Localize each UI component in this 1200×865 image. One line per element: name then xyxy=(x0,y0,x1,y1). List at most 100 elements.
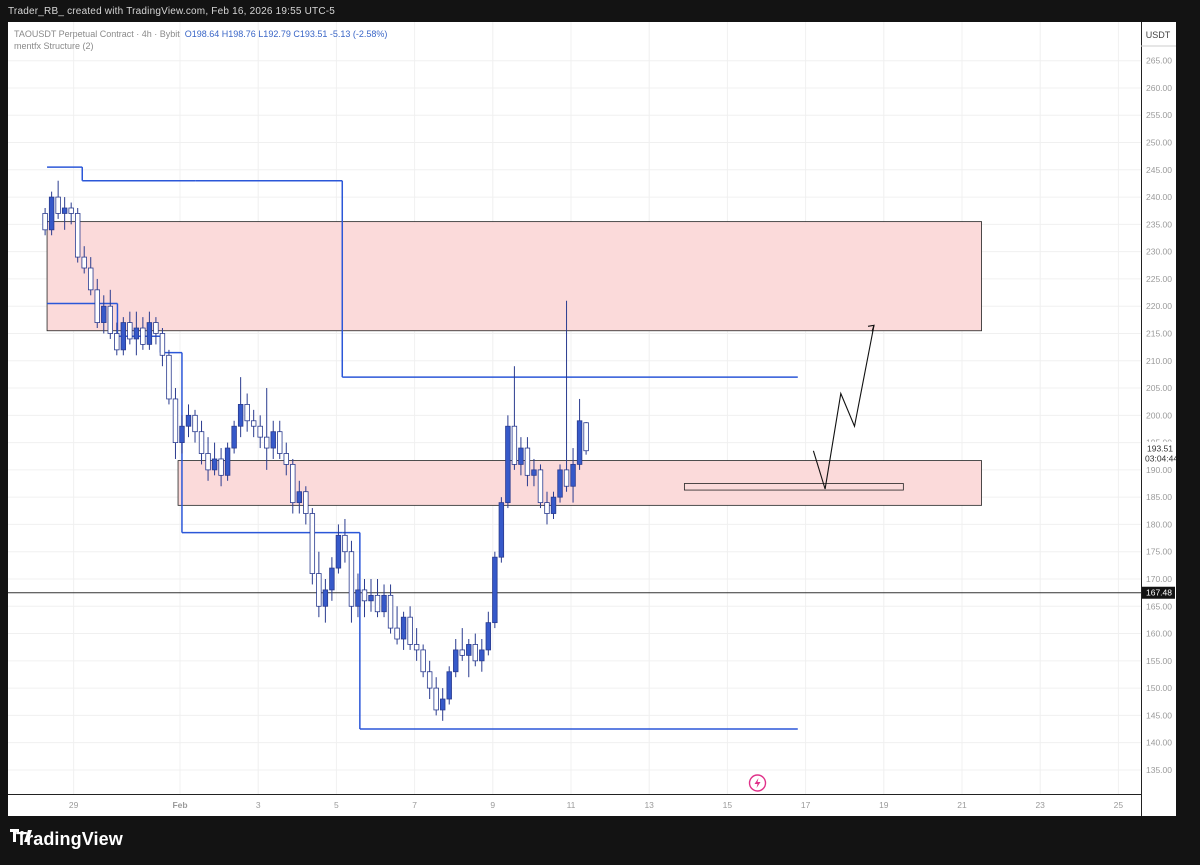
y-tick-label: 205.00 xyxy=(1146,383,1172,393)
y-tick-label: 150.00 xyxy=(1146,683,1172,693)
candle-body xyxy=(192,414,198,433)
candle-body xyxy=(518,447,524,465)
candle-body xyxy=(81,256,87,269)
candle-body xyxy=(505,425,511,504)
candle-body xyxy=(205,453,211,471)
candle-body xyxy=(277,431,283,454)
candle-body xyxy=(355,589,361,607)
candle-body xyxy=(94,289,100,323)
x-tick-label: 7 xyxy=(412,800,417,810)
supply-demand-zone[interactable] xyxy=(683,483,904,491)
candle-body xyxy=(387,594,394,629)
x-tick-label: 11 xyxy=(567,800,576,810)
y-tick-label: 185.00 xyxy=(1146,492,1172,502)
candle-body xyxy=(576,420,583,465)
y-tick-label: 240.00 xyxy=(1146,192,1172,202)
candle-body xyxy=(440,698,446,711)
candle-body xyxy=(133,327,140,340)
tradingview-logo[interactable]: TradingView xyxy=(10,829,123,850)
tradingview-logo-text: TradingView xyxy=(16,829,123,849)
candle-body xyxy=(120,322,127,351)
candle-body xyxy=(88,267,94,291)
candle-body xyxy=(492,556,498,624)
y-tick-label: 180.00 xyxy=(1146,519,1172,529)
candle-body xyxy=(446,671,452,700)
candle-body xyxy=(453,649,459,673)
candle-body xyxy=(570,464,576,487)
candle-body xyxy=(322,589,329,607)
x-tick-label: 17 xyxy=(801,800,811,810)
chart-area[interactable]: USDT 135.00 140.00 145.00 150.00 155.00 160.00… xyxy=(8,22,1176,816)
candle-body xyxy=(101,305,107,323)
x-tick-label: 9 xyxy=(490,800,495,810)
candle-body xyxy=(531,469,537,476)
candle-body xyxy=(61,207,68,214)
projection-path[interactable] xyxy=(812,325,875,490)
y-tick-label: 165.00 xyxy=(1146,601,1172,611)
y-tick-label: 155.00 xyxy=(1146,656,1172,666)
candle-body xyxy=(394,627,400,640)
attribution-text: Trader_RB_ created with TradingView.com,… xyxy=(8,6,336,17)
candle-body xyxy=(433,687,439,711)
candle-body xyxy=(42,213,48,231)
candle-body xyxy=(524,447,531,476)
candle-body xyxy=(172,398,179,443)
candle-body xyxy=(420,649,426,673)
candle-body xyxy=(250,420,257,427)
candle-body xyxy=(68,207,74,214)
candle-body xyxy=(224,447,231,476)
last-price-label: 193.51 xyxy=(1147,444,1173,454)
candle-body xyxy=(511,425,518,465)
candle-body xyxy=(563,469,570,487)
countdown-label: 03:04:44 xyxy=(1145,454,1176,464)
candle-body xyxy=(198,431,205,454)
candle-body xyxy=(544,502,550,514)
candle-body xyxy=(583,422,589,452)
y-tick-label: 235.00 xyxy=(1146,219,1172,229)
y-tick-label: 140.00 xyxy=(1146,738,1172,748)
candle-body xyxy=(381,594,387,613)
y-tick-label: 215.00 xyxy=(1146,328,1172,338)
candle-body xyxy=(348,551,355,607)
candle-body xyxy=(185,414,192,427)
candle-body xyxy=(498,502,505,558)
lightning-bolt-icon xyxy=(754,778,761,788)
y-tick-label: 245.00 xyxy=(1146,165,1172,175)
candle-body xyxy=(179,425,185,443)
chart-background xyxy=(8,22,1176,816)
candle-body xyxy=(407,616,413,645)
candle-body xyxy=(264,436,270,449)
supply-demand-zone[interactable] xyxy=(46,221,982,332)
y-tick-label: 160.00 xyxy=(1146,629,1172,639)
candle-body xyxy=(361,589,368,602)
price-chart[interactable]: USDT 135.00 140.00 145.00 150.00 155.00 160.00… xyxy=(8,22,1176,816)
candle-body xyxy=(342,534,348,553)
level-price-box xyxy=(1142,586,1175,599)
candle-body xyxy=(114,333,120,351)
y-tick-label: 265.00 xyxy=(1146,56,1172,66)
candle-body xyxy=(368,594,374,602)
candle-body xyxy=(466,644,472,656)
y-tick-label: 255.00 xyxy=(1146,110,1172,120)
candle-body xyxy=(296,491,303,504)
currency-label[interactable]: USDT xyxy=(1146,30,1171,40)
projection-arrow-head xyxy=(867,324,875,332)
candle-body xyxy=(309,513,316,574)
candle-body xyxy=(107,305,113,334)
x-tick-label: Feb xyxy=(172,800,187,810)
candle-body xyxy=(283,453,289,465)
y-tick-label: 230.00 xyxy=(1146,247,1172,257)
y-tick-label: 210.00 xyxy=(1146,356,1172,366)
indicator-label[interactable]: mentfx Structure (2) xyxy=(14,41,94,51)
candle-body xyxy=(459,649,465,656)
y-tick-label: 260.00 xyxy=(1146,83,1172,93)
attribution-bar: Trader_RB_ created with TradingView.com,… xyxy=(0,0,1200,22)
candle-body xyxy=(472,644,478,662)
candle-body xyxy=(290,464,296,504)
x-tick-label: 29 xyxy=(69,800,79,810)
x-tick-label: 25 xyxy=(1114,800,1124,810)
candle-body xyxy=(479,649,485,662)
candle-body xyxy=(426,671,433,689)
level-price-label: 167.48 xyxy=(1146,588,1172,598)
candle-body xyxy=(127,322,133,340)
